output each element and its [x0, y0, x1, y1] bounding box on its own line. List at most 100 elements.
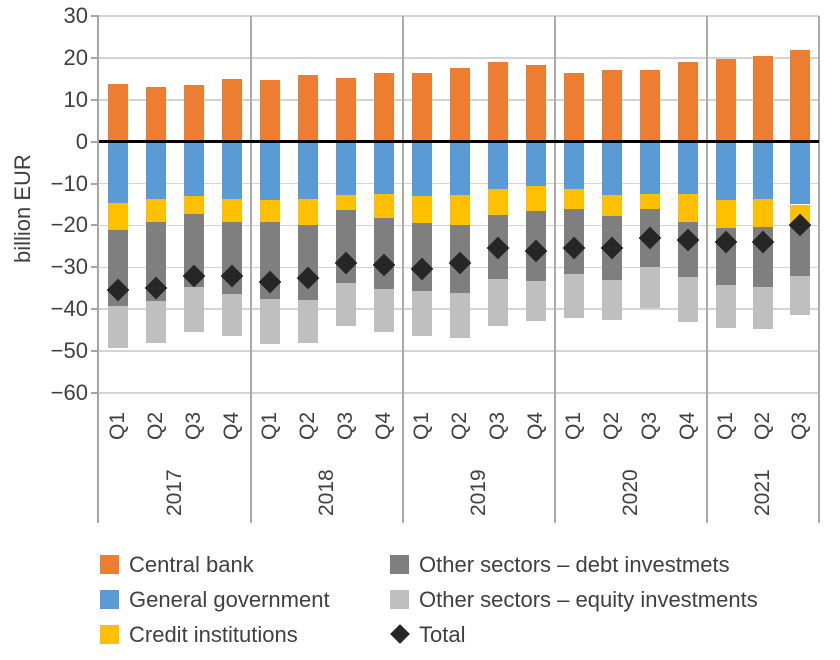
y-axis-line — [97, 16, 99, 523]
bar-segment-general-government — [146, 141, 166, 199]
bar-segment-other-sectors-equity-investments — [298, 299, 318, 344]
bar-segment-general-government — [715, 141, 736, 201]
y-axis-tick — [91, 15, 99, 17]
y-axis-tick — [91, 140, 99, 143]
legend-swatch-central-bank — [100, 555, 119, 574]
x-tick-label-quarter: Q2 — [144, 411, 167, 440]
bar-segment-general-government — [412, 141, 432, 197]
bar-segment-other-sectors-equity-investments — [222, 294, 242, 337]
bar-segment-general-government — [564, 141, 584, 189]
legend-label-credit-institutions: Credit institutions — [129, 622, 298, 647]
bar-segment-general-government — [298, 141, 318, 200]
y-axis-tick — [91, 308, 99, 311]
y-tick-label: −40 — [50, 296, 88, 322]
year-separator — [554, 16, 556, 523]
x-tick-label-quarter: Q4 — [220, 411, 243, 440]
bar-segment-other-sectors-equity-investments — [564, 274, 584, 319]
legend-label-other-sectors-debt-investmets: Other sectors – debt investmets — [419, 552, 730, 577]
legend-diamond-icon — [390, 624, 410, 644]
y-tick-label: −20 — [50, 212, 88, 238]
x-tick-label-year: 2018 — [315, 469, 338, 516]
y-tick-label: 10 — [63, 86, 88, 112]
x-tick-label-quarter: Q1 — [562, 411, 585, 440]
bar-segment-other-sectors-equity-investments — [790, 275, 811, 316]
y-axis-tick — [91, 266, 99, 269]
bar-segment-central-bank — [640, 70, 660, 142]
year-separator — [818, 16, 820, 523]
bar-segment-central-bank — [715, 58, 736, 142]
gridline — [99, 350, 819, 352]
y-tick-label: 20 — [63, 44, 88, 70]
y-tick-label: −60 — [50, 380, 88, 405]
y-axis-tick — [91, 350, 99, 353]
bar-segment-other-sectors-equity-investments — [753, 286, 773, 330]
bar-segment-credit-institutions — [222, 199, 242, 223]
bar-segment-other-sectors-equity-investments — [336, 282, 356, 327]
x-tick-label-quarter: Q4 — [676, 411, 699, 440]
bar-segment-credit-institutions — [260, 200, 280, 223]
x-tick-label-quarter: Q3 — [788, 411, 812, 440]
x-tick-label-quarter: Q1 — [410, 411, 433, 440]
x-tick-label-quarter: Q3 — [182, 411, 205, 440]
bar-segment-central-bank — [108, 83, 128, 142]
bar-segment-central-bank — [336, 77, 356, 142]
bar-segment-central-bank — [146, 87, 166, 142]
bar-segment-central-bank — [412, 72, 432, 142]
legend-swatch-credit-institutions — [100, 625, 119, 644]
bar-segment-credit-institutions — [374, 193, 394, 218]
bar-segment-credit-institutions — [450, 194, 470, 225]
bar-segment-central-bank — [564, 72, 584, 142]
x-tick-label-year: 2021 — [751, 469, 774, 516]
year-separator — [706, 16, 708, 523]
y-axis-tick — [91, 182, 99, 185]
bar-segment-general-government — [260, 141, 280, 201]
bar-segment-central-bank — [678, 62, 698, 142]
bar-segment-central-bank — [298, 75, 318, 142]
x-tick-label-quarter: Q3 — [638, 411, 661, 440]
bar-segment-credit-institutions — [526, 186, 546, 212]
bar-segment-general-government — [678, 141, 698, 195]
x-tick-label-year: 2019 — [467, 469, 490, 516]
bar-segment-other-sectors-equity-investments — [715, 284, 736, 329]
legend-label-other-sectors-equity-investments: Other sectors – equity investments — [419, 587, 758, 612]
y-tick-label: 0 — [75, 128, 88, 154]
bar-segment-other-sectors-equity-investments — [184, 287, 204, 332]
bar-segment-central-bank — [753, 55, 773, 142]
bar-segment-general-government — [790, 141, 811, 205]
legend-label-general-government: General government — [129, 587, 330, 612]
gridline — [99, 392, 819, 394]
bar-segment-credit-institutions — [336, 194, 356, 211]
bar-segment-credit-institutions — [640, 193, 660, 209]
bar-segment-general-government — [450, 141, 470, 195]
zero-line — [99, 140, 819, 143]
x-tick-label-quarter: Q3 — [334, 411, 357, 440]
legend-label-total: Total — [419, 622, 466, 647]
bar-segment-central-bank — [374, 73, 394, 142]
y-axis-tick — [91, 392, 99, 394]
bar-segment-credit-institutions — [715, 200, 736, 228]
gridline — [99, 57, 819, 59]
bar-segment-other-sectors-equity-investments — [146, 300, 166, 344]
bar-segment-general-government — [108, 141, 128, 203]
legend-label-central-bank: Central bank — [129, 552, 254, 577]
bar-segment-credit-institutions — [564, 189, 584, 210]
bar-segment-general-government — [184, 141, 204, 197]
y-tick-label: 30 — [63, 3, 88, 28]
bar-segment-credit-institutions — [488, 188, 508, 215]
y-tick-label: −50 — [50, 338, 88, 364]
legend-swatch-other-sectors-equity-investments — [390, 590, 409, 609]
y-tick-label: −30 — [50, 254, 88, 280]
bar-segment-general-government — [753, 141, 773, 199]
bar-segment-general-government — [336, 141, 356, 195]
bar-segment-other-sectors-equity-investments — [260, 299, 280, 344]
y-tick-label: −10 — [50, 170, 88, 196]
legend-swatch-other-sectors-debt-investmets — [390, 555, 409, 574]
bar-segment-other-sectors-debt-investmets — [790, 224, 811, 276]
x-tick-label-quarter: Q2 — [600, 411, 623, 440]
bar-segment-credit-institutions — [412, 196, 432, 223]
bar-segment-credit-institutions — [146, 198, 166, 223]
x-tick-label-quarter: Q1 — [713, 411, 737, 440]
y-axis-tick — [91, 98, 99, 101]
x-tick-label-quarter: Q3 — [486, 411, 509, 440]
x-tick-label-quarter: Q4 — [372, 411, 395, 440]
